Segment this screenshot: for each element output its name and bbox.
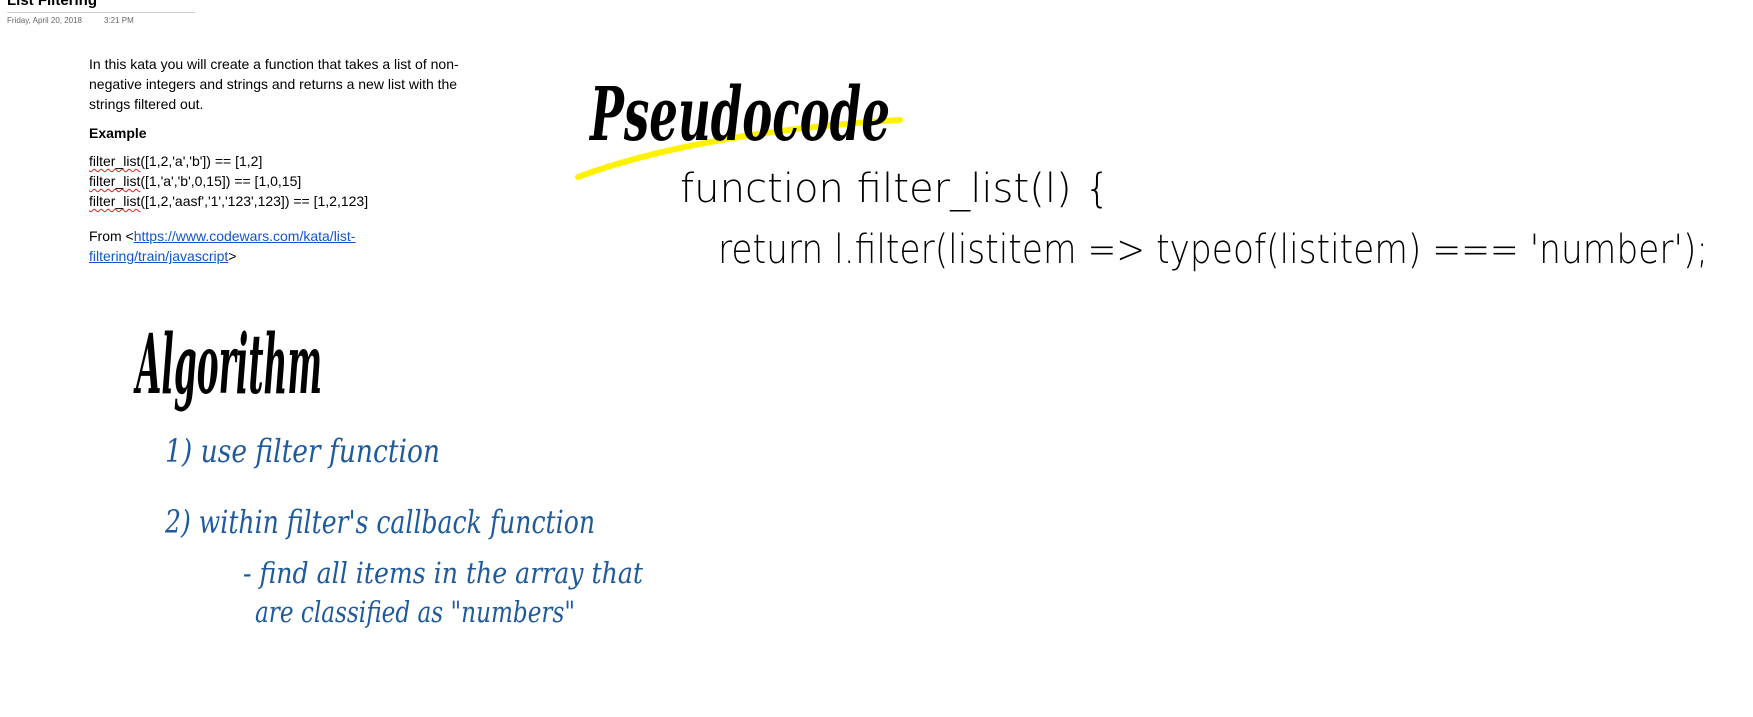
example-heading[interactable]: Example bbox=[89, 125, 147, 141]
page-title[interactable]: List Filtering bbox=[7, 0, 97, 9]
spell-flagged-word[interactable]: filter_list bbox=[89, 173, 141, 189]
algorithm-step-1[interactable]: 1) use filter function bbox=[165, 432, 440, 470]
intro-paragraph[interactable]: In this kata you will create a function … bbox=[89, 56, 459, 112]
source-prefix: From < bbox=[89, 228, 134, 244]
algorithm-step-2[interactable]: 2) within filter's callback function bbox=[164, 503, 595, 541]
note-container[interactable]: In this kata you will create a function … bbox=[89, 54, 499, 266]
title-underline bbox=[7, 12, 195, 13]
source-suffix: > bbox=[228, 248, 237, 264]
algorithm-heading[interactable]: Algorithm bbox=[133, 317, 322, 413]
pseudocode-line-2[interactable]: return l.filter(listitem => typeof(listi… bbox=[718, 227, 1708, 273]
source-link[interactable]: https://www.codewars.com/kata/list-filte… bbox=[89, 228, 356, 264]
source-line: From <https://www.codewars.com/kata/list… bbox=[89, 226, 499, 266]
page-time: 3:21 PM bbox=[104, 16, 134, 25]
pseudocode-heading[interactable]: Pseudocode bbox=[589, 72, 890, 158]
algorithm-step-2-detail-2[interactable]: are classified as "numbers" bbox=[255, 595, 575, 629]
example-line[interactable]: filter_list([1,2,'aasf','1','123',123]) … bbox=[89, 191, 499, 211]
example-line[interactable]: filter_list([1,2,'a','b']) == [1,2] bbox=[89, 151, 499, 171]
page-date: Friday, April 20, 2018 bbox=[7, 16, 83, 25]
example-line[interactable]: filter_list([1,'a','b',0,15]) == [1,0,15… bbox=[89, 171, 499, 191]
algorithm-step-2-detail-1[interactable]: - find all items in the array that bbox=[243, 556, 643, 590]
example-code: ([1,2,'aasf','1','123',123]) == [1,2,123… bbox=[140, 193, 369, 209]
example-code: ([1,2,'a','b']) == [1,2] bbox=[140, 153, 263, 169]
example-code: ([1,'a','b',0,15]) == [1,0,15] bbox=[140, 173, 302, 189]
highlighter-stroke[interactable] bbox=[575, 117, 903, 180]
spell-flagged-word[interactable]: filter_list bbox=[89, 153, 141, 169]
pseudocode-line-1[interactable]: function filter_list(l) { bbox=[680, 166, 1110, 212]
spell-flagged-word[interactable]: filter_list bbox=[89, 193, 141, 209]
